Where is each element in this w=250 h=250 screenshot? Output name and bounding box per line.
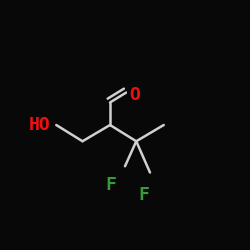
Text: O: O — [130, 86, 140, 104]
Text: F: F — [138, 186, 149, 204]
Text: F: F — [106, 176, 117, 194]
Text: HO: HO — [29, 116, 50, 134]
